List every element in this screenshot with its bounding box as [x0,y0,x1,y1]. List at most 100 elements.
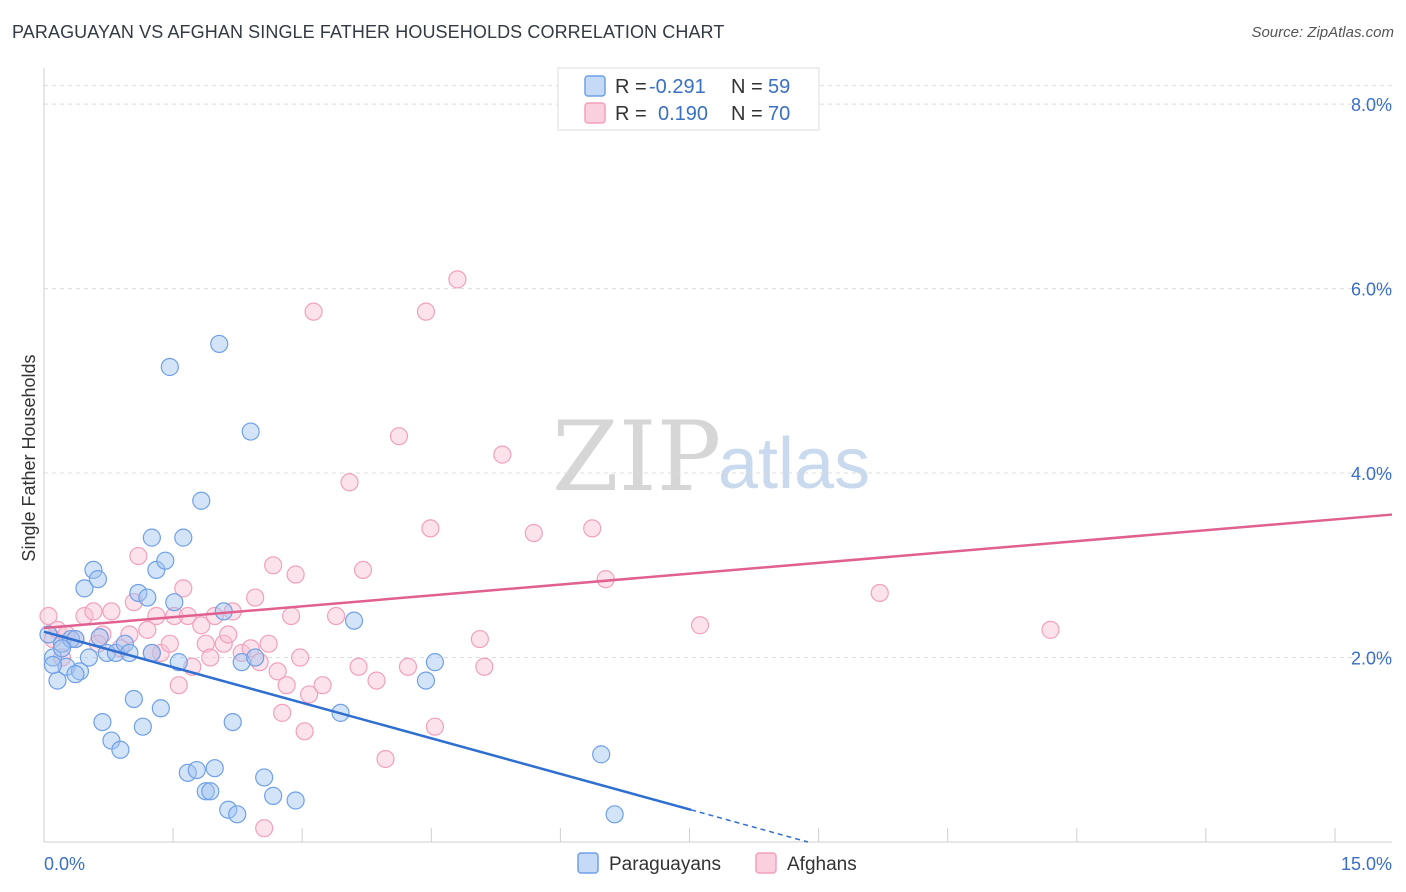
y-tick-label: 4.0% [1351,464,1392,484]
y-tick-label: 6.0% [1351,280,1392,300]
point-afghans [192,616,211,635]
point-afghans [273,703,292,722]
point-afghans [367,671,386,690]
y-axis-title: Single Father Households [19,354,39,561]
point-afghans [174,579,193,598]
point-paraguayans [232,653,251,672]
point-paraguayans [344,611,364,630]
legend-r-label-afghans: R = [615,103,647,125]
point-paraguayans [592,745,611,764]
point-afghans [349,657,368,676]
point-afghans [690,616,710,635]
point-afghans [160,634,179,653]
point-paraguayans [425,653,445,672]
legend-swatch-afghans [584,102,606,124]
y-tick-labels: 2.0% 4.0% 6.0% 8.0% [1351,95,1392,668]
point-afghans [268,662,287,681]
point-paraguayans [165,593,184,612]
bottom-legend: Paraguayans Afghans [577,852,857,875]
point-paraguayans [133,717,152,736]
y-tick-label: 8.0% [1351,95,1392,115]
point-afghans [214,634,233,653]
chart-title: PARAGUAYAN VS AFGHAN SINGLE FATHER HOUSE… [12,22,725,42]
point-afghans [196,634,215,653]
point-afghans [232,643,251,663]
point-paraguayans [90,628,109,647]
point-paraguayans [174,528,193,547]
point-paraguayans [228,805,247,824]
point-afghans [493,445,512,464]
point-afghans [201,648,220,667]
point-afghans [246,588,265,607]
x-tick-label-min: 0.0% [44,854,85,874]
point-paraguayans [115,634,134,653]
point-afghans [264,556,283,575]
point-afghans [1041,620,1060,639]
point-afghans [255,819,274,838]
point-paraguayans [196,782,215,801]
point-afghans [138,620,157,639]
point-paraguayans [151,699,170,718]
legend-r-label-paraguayans: R = [615,76,647,98]
point-afghans [870,583,889,603]
point-afghans [313,676,332,695]
point-afghans [448,270,467,289]
point-paraguayans [79,648,99,667]
point-paraguayans [201,782,220,801]
x-tick-label-max: 15.0% [1341,854,1392,874]
point-paraguayans [52,634,72,653]
point-afghans [39,606,58,626]
point-paraguayans [111,740,130,759]
point-afghans [340,473,359,492]
point-afghans [421,519,440,538]
point-paraguayans [416,671,436,690]
point-afghans [259,634,278,653]
point-afghans [583,519,602,538]
point-afghans [291,648,310,667]
bottom-legend-swatch-paraguayans [577,852,599,874]
point-paraguayans [241,422,260,441]
point-afghans [93,625,112,644]
point-paraguayans [75,579,94,598]
trend-line-afghans [43,513,1393,630]
point-afghans [120,625,139,644]
point-afghans [353,560,373,580]
point-afghans [470,629,489,649]
point-paraguayans [66,665,85,684]
point-paraguayans [187,760,206,780]
point-paraguayans [246,648,265,667]
point-paraguayans [124,689,143,709]
x-ticks [43,828,1336,842]
point-paraguayans [156,551,175,570]
point-paraguayans [138,588,157,607]
point-paraguayans [210,334,229,354]
point-afghans [475,657,494,676]
point-afghans [300,685,319,704]
trend-lines [43,513,1393,843]
point-afghans [205,606,224,626]
point-paraguayans [142,528,161,547]
point-afghans [102,602,121,621]
point-afghans [524,523,543,543]
axes [43,68,1392,843]
point-paraguayans [43,655,63,675]
point-paraguayans [223,712,242,732]
legend-box: R = -0.291 N = 59 R = 0.190 N = 70 [557,67,820,131]
watermark-zip: ZIP [552,401,721,513]
point-afghans [326,606,346,626]
point-afghans [219,625,238,644]
point-afghans [286,565,305,584]
point-paraguayans [264,786,283,805]
point-afghans [124,593,143,612]
point-paraguayans [129,583,148,603]
legend-swatch-paraguayans [584,75,606,97]
point-afghans [376,749,395,769]
point-afghans [398,657,418,676]
legend-n-value-paraguayans: 59 [768,76,790,98]
y-tick-label: 2.0% [1351,649,1392,669]
bottom-legend-swatch-afghans [755,852,777,874]
legend-n-value-afghans: 70 [768,103,790,125]
series-paraguayans [39,334,624,824]
point-afghans [304,302,323,321]
